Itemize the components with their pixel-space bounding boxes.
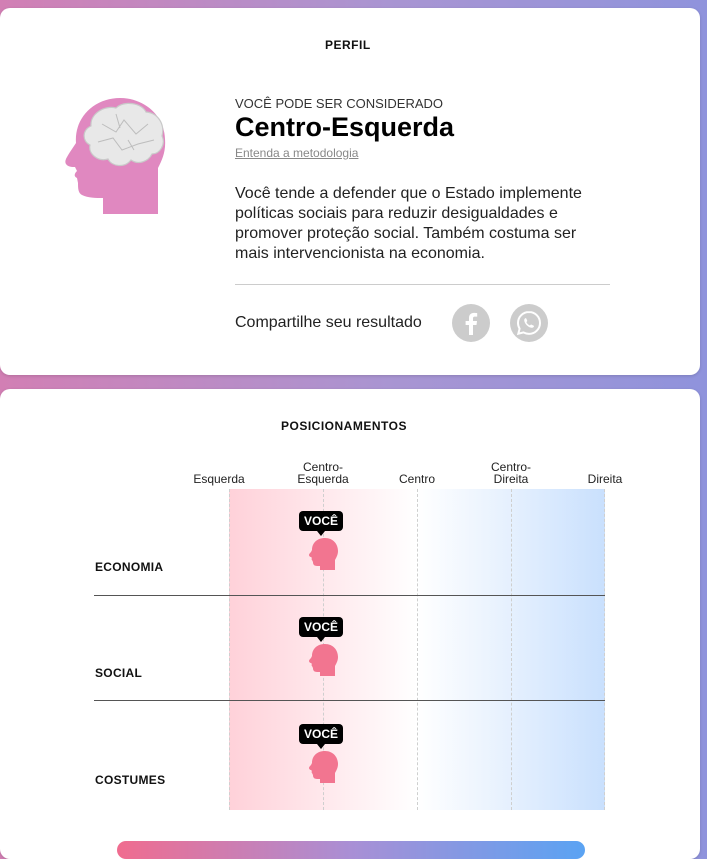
- you-marker-social: VOCÊ: [299, 617, 349, 677]
- facebook-share-button[interactable]: [452, 304, 490, 342]
- you-tag: VOCÊ: [299, 511, 344, 536]
- row-label-costumes: COSTUMES: [95, 773, 166, 787]
- whatsapp-share-button[interactable]: [510, 304, 548, 342]
- column-line-direita: [604, 489, 605, 810]
- column-label-direita: Direita: [587, 472, 623, 486]
- column-label-centro-esquerda: Centro- Esquerda: [297, 460, 349, 486]
- column-line-centro-direita: [511, 489, 512, 810]
- profile-description: Você tende a defender que o Estado imple…: [235, 185, 582, 262]
- you-tag: VOCÊ: [299, 617, 344, 642]
- profile-name: Centro-Esquerda: [235, 112, 455, 142]
- head-marker-icon: [309, 751, 338, 783]
- column-label-centro-direita: Centro- Direita: [490, 460, 532, 486]
- head-marker-icon: [309, 538, 338, 570]
- whatsapp-icon: [516, 310, 542, 336]
- column-label-centro: Centro: [398, 472, 436, 486]
- column-label-esquerda: Esquerda: [193, 472, 245, 486]
- positions-section-title: POSICIONAMENTOS: [281, 419, 407, 433]
- positions-card: POSICIONAMENTOS Esquerda Centro- Esquerd…: [0, 389, 700, 859]
- profile-eyebrow: VOCÊ PODE SER CONSIDERADO: [235, 96, 444, 111]
- head-brain-icon: [65, 98, 166, 214]
- row-divider: [94, 700, 605, 701]
- you-marker-costumes: VOCÊ: [299, 724, 349, 784]
- facebook-icon: [465, 312, 478, 335]
- row-label-economia: ECONOMIA: [95, 560, 164, 574]
- share-label: Compartilhe seu resultado: [235, 314, 422, 331]
- positions-chart: Esquerda Centro- Esquerda Centro Centro-…: [0, 389, 700, 859]
- row-label-social: SOCIAL: [95, 666, 143, 680]
- you-marker-economia: VOCÊ: [299, 511, 349, 571]
- bottom-gradient-bar: [117, 841, 585, 859]
- head-marker-icon: [309, 644, 338, 676]
- methodology-link[interactable]: Entenda a metodologia: [235, 146, 359, 160]
- row-divider: [94, 595, 605, 596]
- column-line-centro: [417, 489, 418, 810]
- column-line-esquerda: [229, 489, 230, 810]
- profile-card: PERFIL VOCÊ PODE SER CONSIDERADO Centro-…: [0, 8, 700, 375]
- divider: [235, 284, 610, 285]
- profile-section-title: PERFIL: [325, 38, 371, 52]
- you-tag: VOCÊ: [299, 724, 344, 749]
